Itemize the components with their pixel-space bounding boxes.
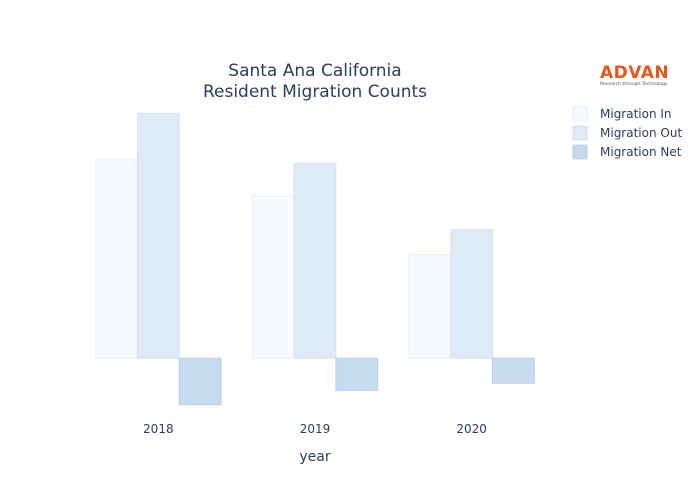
legend-label-migration-in[interactable]: Migration In [600,107,672,121]
bar-migration-out-2019 [293,162,337,359]
legend: Migration In Migration Out Migration Net [572,106,682,160]
bar-migration-in-2020 [408,254,452,359]
legend-label-migration-net[interactable]: Migration Net [600,145,682,159]
legend-swatch-migration-in[interactable] [572,106,588,122]
chart-title-line-1: Santa Ana California [228,61,401,81]
legend-swatch-migration-out[interactable] [572,125,588,141]
chart-title: Santa Ana California Resident Migration … [203,61,427,102]
x-tick-label-2018: 2018 [143,422,174,436]
bar-migration-out-2020 [450,229,494,359]
bar-migration-net-2018 [178,357,222,406]
logo-wordmark: ADVAN [600,63,670,83]
bars-layer [95,112,535,406]
bar-migration-in-2018 [95,159,138,359]
bar-migration-in-2019 [251,195,295,359]
bar-migration-out-2018 [136,112,180,359]
x-axis-title: year [299,449,330,465]
legend-label-migration-out[interactable]: Migration Out [600,126,682,140]
logo-tagline: Research through Technology [600,82,668,87]
x-tick-labels: 2018 2019 2020 [143,422,487,436]
chart-title-line-2: Resident Migration Counts [203,82,427,102]
bar-migration-net-2019 [335,357,379,391]
advan-logo: ADVAN Research through Technology [600,64,672,88]
legend-swatch-migration-net[interactable] [572,144,588,160]
x-tick-label-2019: 2019 [300,422,331,436]
x-tick-label-2020: 2020 [456,422,487,436]
bar-migration-net-2020 [492,357,535,384]
